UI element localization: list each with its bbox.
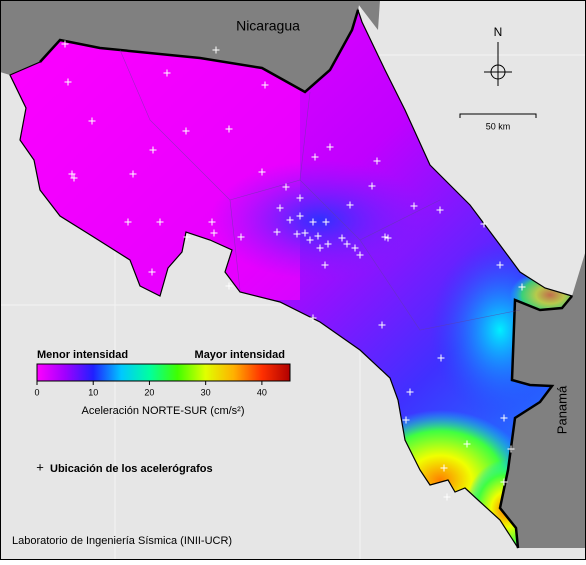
station	[343, 240, 351, 248]
station	[237, 233, 245, 241]
station	[309, 314, 317, 322]
station	[258, 168, 266, 176]
scale-label: 50 km	[486, 121, 511, 131]
station	[225, 125, 233, 133]
station	[500, 414, 508, 422]
station	[324, 240, 332, 248]
colorbar-ticks: 0 10 20 30 40	[34, 381, 267, 397]
colorbar-tick-label: 30	[201, 387, 211, 397]
station	[322, 218, 330, 226]
station	[496, 261, 504, 269]
station	[356, 251, 364, 259]
station	[326, 143, 334, 151]
colorbar	[36, 363, 291, 382]
borders	[39, 9, 573, 549]
station	[208, 218, 216, 226]
north-arrow	[484, 42, 512, 86]
station	[225, 282, 233, 290]
station	[124, 218, 132, 226]
station	[402, 416, 410, 424]
station	[273, 228, 281, 236]
station	[148, 268, 156, 276]
station	[316, 244, 324, 252]
station	[351, 244, 359, 252]
station	[61, 40, 69, 48]
legend-label: Ubicación de los acelerógrafos	[50, 463, 213, 475]
nicaragua-land	[0, 0, 360, 92]
station	[149, 146, 157, 154]
station	[293, 230, 301, 238]
country-label: Panamá	[554, 385, 569, 434]
country-label: Nicaragua	[236, 18, 300, 34]
colorbar-tick-label: 20	[144, 387, 154, 397]
station	[282, 183, 290, 191]
station	[480, 220, 488, 228]
station	[410, 202, 418, 210]
station	[70, 174, 78, 182]
station	[64, 78, 72, 86]
station	[286, 216, 294, 224]
footer: Laboratorio de Ingeniería Sísmica (INII-…	[12, 535, 232, 547]
station	[378, 321, 386, 329]
scale-bar	[459, 113, 537, 118]
station-markers	[61, 40, 526, 501]
station	[443, 493, 451, 501]
station	[463, 440, 471, 448]
station	[88, 117, 96, 125]
colorbar-tick-label: 10	[88, 387, 98, 397]
station	[276, 204, 284, 212]
station	[301, 229, 309, 237]
station	[406, 388, 414, 396]
north-label: N	[494, 25, 503, 39]
station	[314, 232, 322, 240]
station	[440, 464, 448, 472]
station	[346, 201, 354, 209]
station	[321, 261, 329, 269]
station	[212, 46, 220, 54]
station	[368, 182, 376, 190]
station	[518, 283, 526, 291]
station	[182, 127, 190, 135]
station	[210, 229, 218, 237]
colorbar-tick-label: 40	[257, 387, 267, 397]
station	[381, 233, 389, 241]
colorbar-title: Aceleración NORTE-SUR (cm/s²)	[82, 405, 245, 417]
caribbean-land	[355, 0, 380, 30]
station	[507, 445, 515, 453]
station	[68, 170, 76, 178]
station	[306, 236, 314, 244]
station	[437, 354, 445, 362]
station	[261, 81, 269, 89]
provinces	[119, 49, 521, 331]
station	[436, 206, 444, 214]
station	[384, 234, 392, 242]
station	[156, 218, 164, 226]
station	[338, 234, 346, 242]
station	[296, 194, 304, 202]
station	[183, 233, 191, 241]
station	[163, 69, 171, 77]
station	[311, 153, 319, 161]
colorbar-tick-label: 0	[34, 387, 39, 397]
station	[309, 218, 317, 226]
station	[129, 170, 137, 178]
station	[500, 478, 508, 486]
legend-symbol: +	[36, 459, 44, 474]
station	[373, 157, 381, 165]
panama-land	[500, 0, 586, 548]
station	[296, 212, 304, 220]
colorbar-high: Mayor intensidad	[195, 349, 285, 361]
colorbar-low: Menor intensidad	[37, 349, 128, 361]
